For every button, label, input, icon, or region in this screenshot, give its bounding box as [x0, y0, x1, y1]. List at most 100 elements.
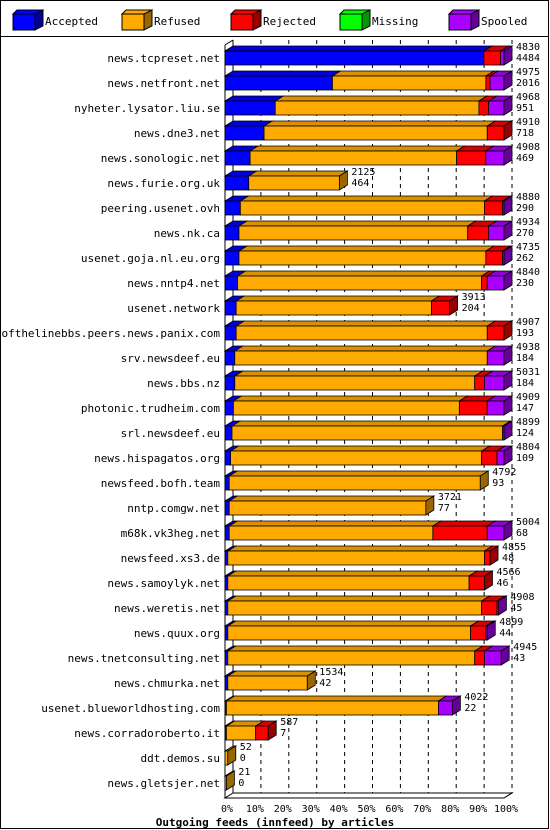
bar-top	[238, 195, 494, 202]
bar-side	[225, 770, 235, 791]
row-total: 4840	[516, 267, 540, 278]
bar-top	[247, 170, 349, 177]
row-accepted: 2016	[516, 78, 540, 89]
bar-top	[230, 420, 512, 427]
row-accepted: 46	[496, 578, 508, 589]
bar-spooled	[487, 220, 514, 241]
bar-face	[237, 275, 483, 291]
row-label: news.nntp4.net	[127, 277, 220, 290]
bar-face	[224, 75, 333, 91]
bar-side	[503, 120, 513, 141]
row-total: 4899	[516, 417, 540, 428]
bar-refused	[226, 595, 492, 616]
bar-top	[226, 595, 492, 602]
bar-face	[431, 300, 450, 316]
x-tick-label: 10%	[246, 804, 264, 815]
legend-label-spooled: Spooled	[481, 15, 527, 28]
bar-face	[228, 500, 427, 516]
bar-face	[486, 275, 505, 291]
bar-face	[263, 125, 488, 141]
bar-face	[224, 675, 229, 691]
x-tick-label: 50%	[357, 804, 375, 815]
bar-side	[500, 645, 510, 666]
row-label: usenet.network	[127, 302, 220, 315]
bar-top	[226, 545, 494, 552]
bar-refused	[233, 370, 485, 391]
legend-item-spooled: Spooled	[447, 9, 527, 31]
bar-face	[458, 400, 488, 416]
bar-face	[486, 325, 505, 341]
legend-label-accepted: Accepted	[45, 15, 98, 28]
legend-swatch-side	[143, 9, 153, 31]
legend	[0, 0, 549, 37]
legend-swatch-side	[361, 9, 371, 31]
bar-top	[226, 670, 317, 677]
bar-accepted	[223, 170, 259, 191]
row-accepted: 4484	[516, 53, 540, 64]
row-total: 4908	[510, 592, 534, 603]
bar-face	[249, 150, 457, 166]
x-tick-label: 0%	[221, 804, 233, 815]
row-total: 52	[240, 742, 252, 753]
legend-item-refused: Refused	[120, 9, 200, 31]
row-label: nntp.comgw.net	[127, 502, 220, 515]
row-accepted: 147	[516, 403, 534, 414]
bar-spooled	[437, 695, 462, 716]
bar-rejected	[466, 220, 499, 241]
row-accepted: 718	[516, 128, 534, 139]
bar-row-news-gletsjer-net: news.gletsjer.net 210	[107, 767, 250, 791]
bar-rejected	[480, 445, 507, 466]
row-total: 4855	[502, 542, 526, 553]
chart-title: Outgoing feeds (innfeed) by articles	[156, 816, 394, 829]
row-accepted: 42	[319, 678, 331, 689]
bar-top	[237, 245, 496, 252]
bar-side	[503, 395, 513, 416]
legend-item-missing: Missing	[338, 9, 418, 31]
row-label: news.netfront.net	[107, 77, 220, 90]
bar-top	[227, 495, 436, 502]
bar-face	[224, 325, 237, 341]
bar-face	[232, 400, 460, 416]
row-accepted: 22	[464, 703, 476, 714]
row-label: news.dne3.net	[134, 127, 220, 140]
bar-face	[488, 225, 505, 241]
row-total: 4975	[516, 67, 540, 78]
bar-top	[226, 620, 480, 627]
bar-side	[503, 45, 513, 66]
bar-top	[223, 45, 494, 52]
bar-face	[227, 675, 308, 691]
legend-swatch-side	[252, 9, 262, 31]
bar-face	[484, 550, 491, 566]
bar-face	[488, 100, 505, 116]
bar-side	[503, 520, 513, 541]
bar-accepted	[223, 395, 243, 416]
bar-face	[234, 350, 488, 366]
bar-refused	[331, 70, 496, 91]
bar-refused	[226, 645, 485, 666]
bar-top	[227, 520, 443, 527]
bar-top	[226, 570, 479, 577]
bar-refused	[225, 695, 448, 716]
bar-face	[486, 400, 505, 416]
bar-face	[224, 500, 230, 516]
bar-face	[456, 150, 487, 166]
bar-top	[233, 370, 485, 377]
row-label: news.corradoroberto.it	[74, 727, 220, 740]
row-label: photonic.trudheim.com	[81, 402, 220, 415]
row-total: 4938	[516, 342, 540, 353]
bar-side	[227, 745, 237, 766]
bar-face	[224, 425, 233, 441]
row-accepted: 43	[513, 653, 525, 664]
bar-side	[306, 670, 316, 691]
legend-swatch-side	[34, 9, 44, 31]
legend-swatch	[121, 13, 145, 31]
bar-refused	[236, 270, 492, 291]
bar-refused	[226, 570, 479, 591]
bar-refused	[227, 495, 436, 516]
bar-refused	[226, 545, 494, 566]
